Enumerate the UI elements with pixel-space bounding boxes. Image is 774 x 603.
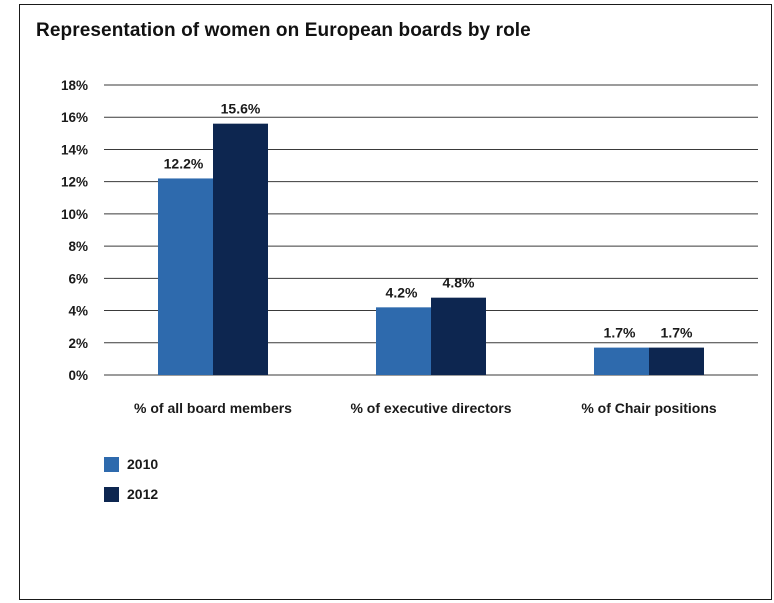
data-label: 1.7% xyxy=(661,325,693,341)
y-tick-label: 8% xyxy=(68,239,88,254)
legend-item-2010: 2010 xyxy=(104,455,158,473)
bar-2010 xyxy=(158,178,213,375)
y-tick-label: 2% xyxy=(68,336,88,351)
category-label: % of Chair positions xyxy=(581,400,717,416)
bar-2012 xyxy=(213,123,268,376)
y-tick-label: 18% xyxy=(61,78,88,93)
y-tick-label: 0% xyxy=(68,368,88,383)
legend-swatch-2012 xyxy=(104,486,119,502)
data-label: 1.7% xyxy=(604,325,636,341)
legend: 2010 2012 xyxy=(104,455,158,515)
y-tick-label: 14% xyxy=(61,142,88,157)
chart-frame xyxy=(19,4,772,600)
bar-2012 xyxy=(431,297,486,375)
legend-label-2012: 2012 xyxy=(127,486,159,502)
chart-title: Representation of women on European boar… xyxy=(36,20,531,41)
y-tick-label: 16% xyxy=(61,110,88,125)
bar-2010 xyxy=(594,347,649,375)
y-tick-label: 10% xyxy=(61,207,88,222)
category-label: % of all board members xyxy=(134,400,292,416)
data-label: 12.2% xyxy=(164,155,204,171)
bar-2012 xyxy=(649,347,704,375)
y-tick-label: 4% xyxy=(68,304,88,319)
data-label: 4.8% xyxy=(443,275,475,291)
y-tick-label: 12% xyxy=(61,175,88,190)
legend-label-2010: 2010 xyxy=(127,456,159,472)
bar-2010 xyxy=(376,307,431,375)
data-label: 4.2% xyxy=(386,284,418,300)
data-label: 15.6% xyxy=(221,101,261,117)
legend-swatch-2010 xyxy=(104,456,119,472)
legend-item-2012: 2012 xyxy=(104,485,158,503)
y-tick-label: 6% xyxy=(68,271,88,286)
category-label: % of executive directors xyxy=(350,400,511,416)
